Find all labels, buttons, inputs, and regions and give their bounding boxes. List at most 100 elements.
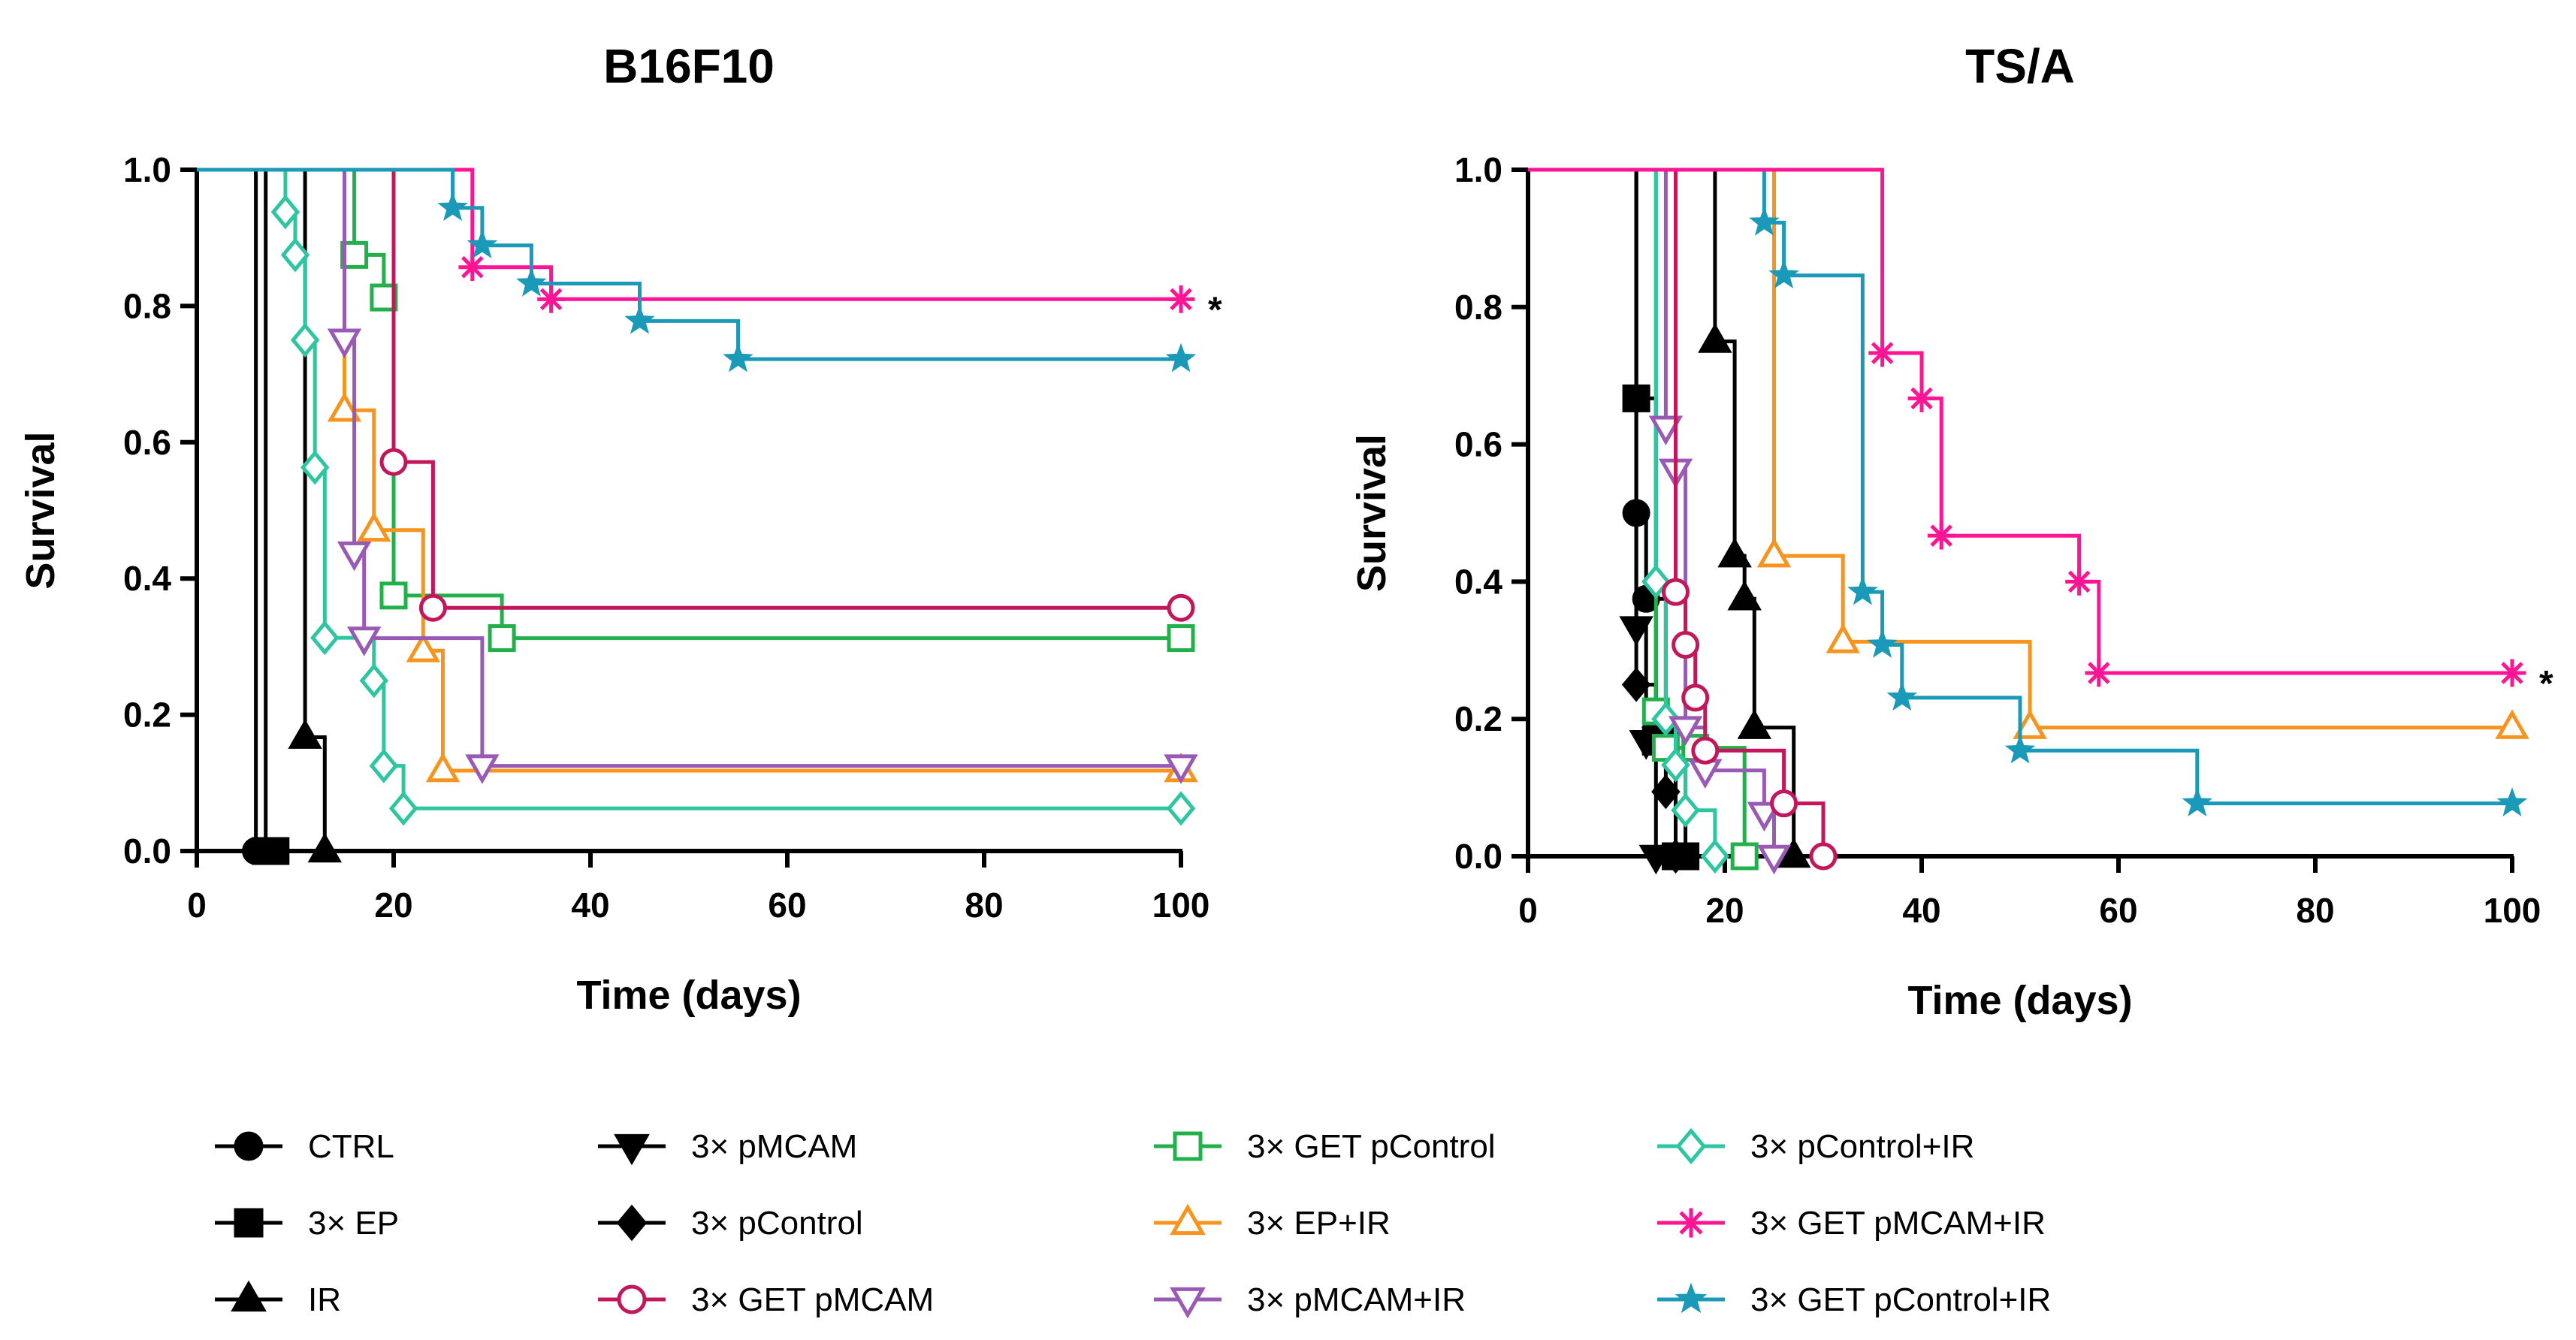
- legend-marker-circle: [234, 1131, 264, 1161]
- data-point: [1672, 630, 1700, 659]
- legend-item-3x-get-pmcam-plus-ir: 3× GET pMCAM+IR: [1657, 1205, 2046, 1242]
- legend-label: CTRL: [308, 1128, 394, 1165]
- data-point: [1747, 801, 1782, 832]
- data-point: [2085, 659, 2113, 687]
- series-line: [1528, 168, 2512, 806]
- panel-tsa: TS/A 0.0 0.2 0.4 0.6 0.8 1.0 0 20 40 60 80 100 Time (…: [1349, 39, 2553, 1023]
- data-point: [1668, 716, 1703, 746]
- data-point: [346, 626, 382, 656]
- legend-marker-star: [1675, 1282, 1708, 1314]
- data-point: [1164, 754, 1198, 784]
- data-point: [1648, 415, 1684, 445]
- legend-label: 3× pMCAM: [691, 1128, 857, 1165]
- x-tick-label: 100: [2484, 891, 2541, 930]
- data-point: [1756, 844, 1792, 875]
- data-point: [1167, 593, 1195, 622]
- data-point: [1717, 537, 1752, 568]
- data-point: [1867, 629, 1898, 658]
- data-point: [359, 663, 389, 699]
- data-point: [1651, 774, 1681, 810]
- data-point: [1688, 759, 1723, 789]
- data-point: [1927, 521, 1955, 550]
- x-tick-label: 60: [768, 886, 806, 925]
- data-point: [1907, 384, 1936, 412]
- data-point: [418, 593, 447, 622]
- x-tick-label: 60: [2099, 891, 2137, 930]
- significance-marker: *: [1208, 290, 1222, 330]
- x-axis-title: Time (days): [1907, 978, 2132, 1023]
- data-point: [1809, 842, 1838, 871]
- legend-label: 3× pMCAM+IR: [1247, 1281, 1466, 1318]
- data-point: [357, 512, 391, 542]
- y-axis-title: Survival: [1349, 434, 1394, 592]
- data-point: [1651, 702, 1681, 737]
- chart-title: B16F10: [603, 39, 775, 93]
- series-3x-ep-plus-ir: [1528, 168, 2529, 739]
- data-point: [1167, 285, 1195, 313]
- legend-marker-triangle-up: [1170, 1203, 1206, 1236]
- data-point: [261, 837, 290, 865]
- data-point: [1727, 581, 1762, 611]
- legend-item-ctrl: CTRL: [215, 1128, 394, 1165]
- data-point: [1768, 259, 1799, 288]
- legend-label: 3× pControl+IR: [1750, 1128, 1974, 1165]
- data-point: [270, 195, 300, 230]
- data-point: [1165, 343, 1197, 373]
- data-point: [1700, 838, 1730, 874]
- y-tick-label: 1.0: [123, 150, 171, 189]
- legend-marker-triangle-down: [614, 1133, 650, 1166]
- data-point: [290, 322, 320, 358]
- legend-marker-diamond: [616, 1204, 648, 1242]
- legend-marker-triangle-down: [1170, 1287, 1206, 1319]
- data-point: [1621, 667, 1651, 702]
- legend-marker-asterisk: [1676, 1208, 1706, 1238]
- y-tick-label: 0.4: [123, 559, 171, 598]
- data-point: [1661, 838, 1690, 874]
- data-point: [288, 719, 322, 749]
- series-3x-ep: [197, 168, 290, 865]
- data-point: [2495, 709, 2529, 739]
- data-point: [379, 448, 408, 476]
- legend-label: 3× pControl: [691, 1205, 863, 1242]
- series-ir: [1528, 168, 1811, 868]
- x-tick-label: 0: [1518, 891, 1538, 930]
- data-point: [2498, 659, 2526, 687]
- series-3x-get-pmcam: [1528, 168, 1838, 871]
- x-tick-label: 40: [1902, 891, 1940, 930]
- significance-marker: *: [2539, 664, 2553, 704]
- data-point: [537, 285, 565, 313]
- y-tick-label: 0.6: [123, 423, 171, 462]
- chart-title: TS/A: [1965, 39, 2075, 93]
- series-3x-get-pcontrol: [197, 168, 1195, 653]
- legend-label: 3× GET pMCAM+IR: [1750, 1205, 2046, 1242]
- data-point: [1756, 537, 1792, 568]
- legend-label: 3× EP+IR: [1247, 1205, 1391, 1242]
- data-point: [1847, 575, 1878, 605]
- y-tick-label: 0.0: [1454, 837, 1502, 876]
- legend-label: IR: [308, 1281, 341, 1318]
- series-3x-get-pcontrol-plus-ir: [197, 168, 1197, 373]
- legend-label: 3× GET pMCAM: [691, 1281, 934, 1318]
- x-axis-title: Time (days): [576, 973, 801, 1018]
- series-3x-get-pcontrol-plus-ir: [1528, 168, 2528, 816]
- data-point: [1730, 842, 1759, 871]
- legend-item-3x-get-pcontrol: 3× GET pControl: [1154, 1128, 1496, 1165]
- data-point: [327, 328, 362, 358]
- x-tick-label: 80: [2296, 891, 2334, 930]
- series-3x-get-pcontrol-plus-ir: [197, 168, 1196, 826]
- data-point: [406, 632, 441, 662]
- y-tick-label: 0.4: [1454, 562, 1502, 601]
- data-point: [1868, 339, 1896, 367]
- data-point: [465, 754, 500, 784]
- series-3x-pmcam-plus-ir: [197, 168, 1198, 784]
- data-point: [1641, 564, 1671, 599]
- data-point: [1661, 747, 1690, 783]
- legend-item-3x-get-pmcam: 3× GET pMCAM: [598, 1281, 934, 1318]
- data-point: [1691, 736, 1720, 765]
- legend-item-3x-ep-plus-ir: 3× EP+IR: [1154, 1203, 1391, 1242]
- data-point: [723, 343, 753, 373]
- data-point: [1886, 681, 1918, 711]
- x-tick-label: 100: [1152, 886, 1210, 925]
- legend-marker-square: [1173, 1131, 1203, 1161]
- legend: CTRL 3× pMCAM 3× GET pControl 3× pControl+I…: [215, 1127, 2051, 1319]
